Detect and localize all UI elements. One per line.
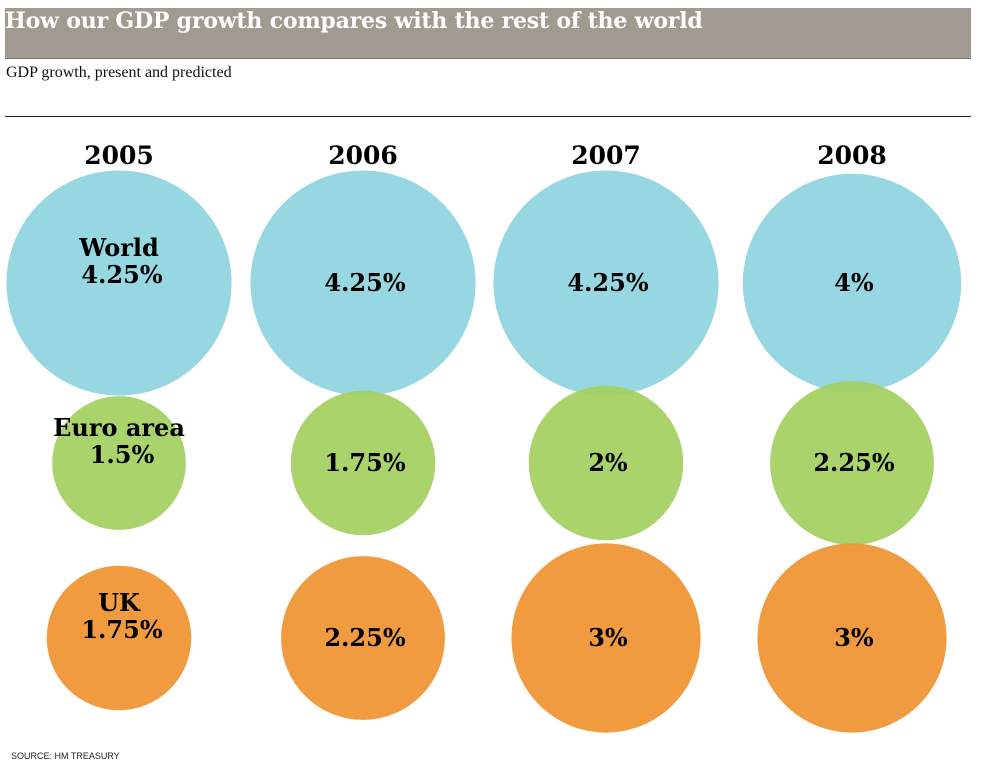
title-bar (5, 8, 971, 59)
year-label-2007: 2007 (571, 141, 641, 170)
data-label-uk-2005: 1.75% (81, 615, 162, 644)
year-label-2005: 2005 (84, 141, 154, 170)
data-label-world-2007: 4.25% (567, 268, 648, 297)
year-label-2006: 2006 (328, 141, 398, 170)
data-label-uk-2007: 3% (588, 623, 628, 652)
bubble-world-2006 (250, 170, 476, 396)
chart-subtitle: GDP growth, present and predicted (6, 64, 232, 81)
series-label-uk: UK (98, 588, 141, 617)
bubble-world-2007 (493, 170, 719, 396)
data-label-euro-area-2005: 1.5% (90, 440, 155, 469)
source-note: SOURCE: HM TREASURY (11, 751, 120, 761)
bubble-euro-area-2007 (528, 385, 684, 541)
data-label-world-2008: 4% (834, 268, 874, 297)
data-label-world-2006: 4.25% (324, 268, 405, 297)
series-label-euro-area: Euro area (53, 413, 185, 442)
header-divider (5, 116, 971, 117)
bubble-euro-area-2008 (770, 381, 934, 545)
bubble-uk-2007 (511, 543, 701, 733)
year-label-2008: 2008 (817, 141, 887, 170)
bubble-euro-area-2005 (52, 396, 186, 530)
data-label-world-2005: 4.25% (81, 260, 162, 289)
bubble-uk-2008 (757, 543, 947, 733)
data-label-uk-2008: 3% (834, 623, 874, 652)
bubble-world-2005 (6, 170, 232, 396)
data-label-uk-2006: 2.25% (324, 623, 405, 652)
bubble-world-2008 (742, 173, 962, 393)
data-label-euro-area-2006: 1.75% (324, 448, 405, 477)
series-label-world: World (78, 233, 159, 262)
bubble-uk-2005 (46, 565, 192, 711)
bubble-uk-2006 (281, 556, 445, 720)
data-label-euro-area-2008: 2.25% (813, 448, 894, 477)
data-label-euro-area-2007: 2% (588, 448, 628, 477)
chart-title: How our GDP growth compares with the res… (5, 8, 703, 34)
bubble-euro-area-2006 (290, 390, 436, 536)
